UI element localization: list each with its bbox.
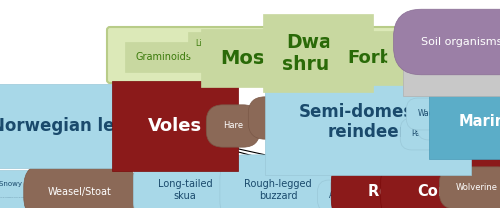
Text: Arthropods: Arthropods: [431, 58, 493, 68]
Text: Rough-legged
buzzard: Rough-legged buzzard: [244, 179, 312, 201]
Text: Waders: Waders: [418, 109, 446, 119]
Text: Snowy owl: Snowy owl: [0, 181, 36, 187]
Text: Passerines: Passerines: [412, 130, 453, 139]
Text: Lichen: Lichen: [196, 40, 220, 48]
Text: Voles: Voles: [148, 117, 202, 135]
Text: Corvids: Corvids: [417, 183, 479, 198]
Text: Marine: Marine: [458, 114, 500, 130]
Text: Soil organisms: Soil organisms: [422, 37, 500, 47]
FancyBboxPatch shape: [107, 27, 443, 83]
Text: Semi-domestic
reindeer: Semi-domestic reindeer: [298, 103, 438, 141]
Text: Long-tailed
skua: Long-tailed skua: [158, 179, 212, 201]
Text: Dwarf
shrubs: Dwarf shrubs: [282, 32, 354, 73]
Text: Gyrfalcon: Gyrfalcon: [460, 195, 494, 201]
Text: Weasel/Stoat: Weasel/Stoat: [48, 187, 112, 197]
Text: Red fox: Red fox: [368, 183, 430, 198]
Text: Grouse: Grouse: [265, 114, 295, 123]
Text: Wolverine: Wolverine: [456, 183, 498, 192]
Text: Hare: Hare: [223, 121, 243, 130]
Text: Arctic fox: Arctic fox: [329, 192, 365, 201]
Text: Forbs: Forbs: [347, 49, 403, 67]
Text: Pomarine skua: Pomarine skua: [0, 193, 44, 199]
Text: Tall shrub
Willows: Tall shrub Willows: [396, 42, 444, 64]
Text: Moss: Moss: [220, 48, 276, 68]
Text: Waterfowl: Waterfowl: [428, 120, 468, 129]
Text: Graminoids: Graminoids: [135, 52, 191, 62]
Text: Norwegian lem.: Norwegian lem.: [0, 117, 138, 135]
